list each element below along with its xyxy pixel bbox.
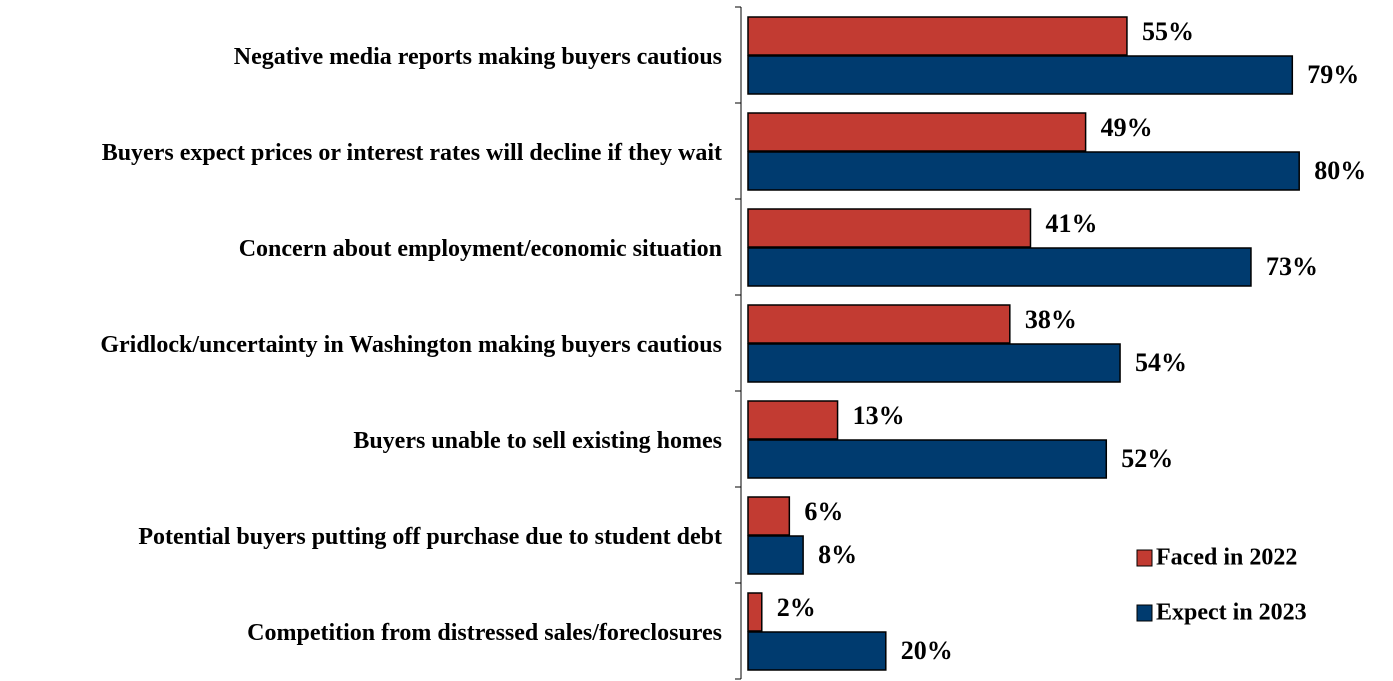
value-label: 20% <box>901 636 953 665</box>
value-label: 41% <box>1045 209 1097 238</box>
bar <box>747 304 1011 344</box>
legend-label: Expect in 2023 <box>1156 600 1307 626</box>
bar <box>747 208 1032 248</box>
category-label: Concern about employment/economic situat… <box>238 236 722 262</box>
value-label: 52% <box>1121 444 1173 473</box>
category-label: Negative media reports making buyers cau… <box>233 44 722 70</box>
value-label: 6% <box>804 497 843 526</box>
value-label: 55% <box>1142 17 1194 46</box>
bar <box>747 247 1252 287</box>
value-label: 13% <box>853 401 905 430</box>
bar <box>747 400 839 440</box>
category-label: Buyers unable to sell existing homes <box>353 428 722 454</box>
bar <box>747 631 887 671</box>
value-label: 2% <box>777 593 816 622</box>
bar <box>747 343 1121 383</box>
value-label: 38% <box>1025 305 1077 334</box>
value-label: 79% <box>1307 60 1359 89</box>
bar <box>747 112 1087 152</box>
bar <box>747 16 1128 56</box>
value-label: 54% <box>1135 348 1187 377</box>
value-label: 49% <box>1101 113 1153 142</box>
value-label: 8% <box>818 540 857 569</box>
bar <box>747 535 804 575</box>
legend-label: Faced in 2022 <box>1156 545 1297 571</box>
category-label: Buyers expect prices or interest rates w… <box>101 140 722 166</box>
legend-swatch <box>1136 549 1153 567</box>
category-label: Potential buyers putting off purchase du… <box>138 524 722 550</box>
value-label: 80% <box>1314 156 1366 185</box>
legend-swatch <box>1136 604 1153 622</box>
bar <box>747 151 1300 191</box>
bar <box>747 592 763 632</box>
value-label: 73% <box>1266 252 1318 281</box>
category-label: Gridlock/uncertainty in Washington makin… <box>100 332 722 358</box>
bar <box>747 496 791 536</box>
category-label: Competition from distressed sales/forecl… <box>247 620 722 646</box>
bar <box>747 55 1294 95</box>
bar <box>747 439 1108 479</box>
